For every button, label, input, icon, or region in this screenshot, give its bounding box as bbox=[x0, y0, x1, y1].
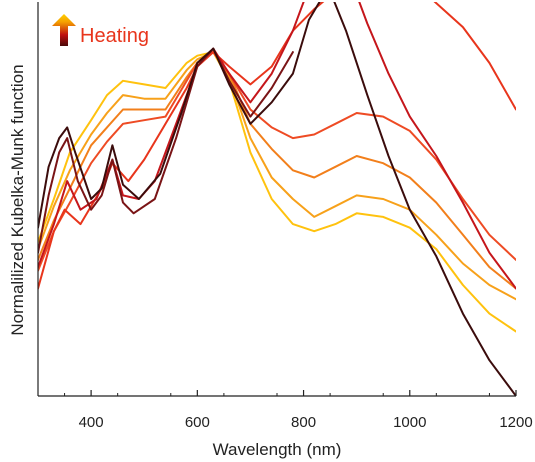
x-tick-label-600: 600 bbox=[185, 414, 210, 431]
x-tick-label-1200: 1200 bbox=[499, 414, 532, 431]
series-layer bbox=[38, 2, 516, 396]
y-axis-title: Normalilized Kubelka-Munk function bbox=[8, 64, 27, 335]
x-tick-label-400: 400 bbox=[79, 414, 104, 431]
series-line-2 bbox=[38, 51, 516, 301]
x-ticks: 400 600 800 1000 1200 bbox=[64, 390, 533, 431]
series-line-1 bbox=[38, 51, 516, 333]
series-line-8 bbox=[38, 2, 516, 396]
x-tick-label-1000: 1000 bbox=[393, 414, 426, 431]
legend: Heating bbox=[52, 14, 149, 47]
legend-label: Heating bbox=[80, 25, 149, 47]
heating-arrow-icon bbox=[52, 14, 76, 46]
series-line-7 bbox=[38, 47, 294, 254]
series-line-4 bbox=[38, 51, 516, 272]
x-axis-title: Wavelength (nm) bbox=[213, 440, 342, 459]
x-tick-label-800: 800 bbox=[291, 414, 316, 431]
